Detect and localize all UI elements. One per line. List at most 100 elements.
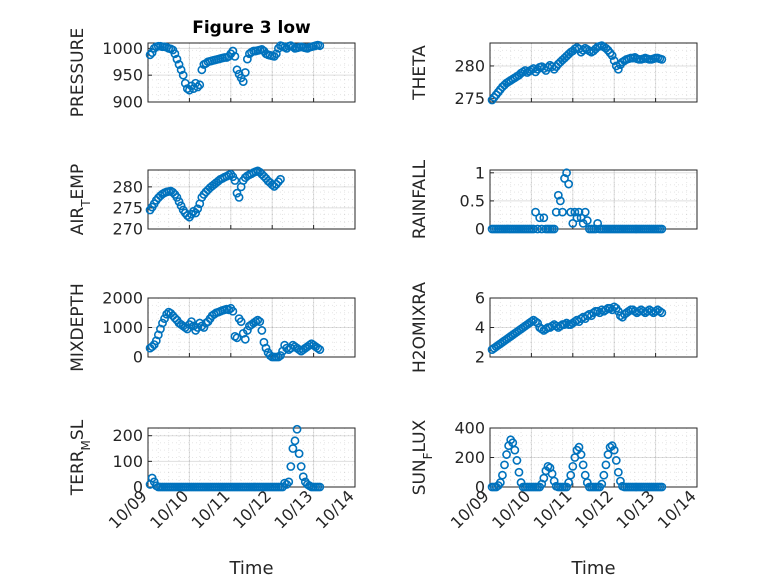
data-point <box>535 213 545 223</box>
y-tick-label: 270 <box>112 220 143 239</box>
data-point <box>553 190 563 200</box>
y-tick-label: 200 <box>454 448 485 467</box>
data-point <box>228 306 238 316</box>
data-point <box>288 444 298 453</box>
subplot-theta: 275 280 THETA <box>410 41 698 108</box>
y-tick-label: 200 <box>112 426 143 445</box>
axes-frame <box>489 169 698 230</box>
y-tick-label: 100 <box>112 452 143 471</box>
data-point <box>315 345 325 355</box>
data-point <box>537 224 547 234</box>
data-point <box>232 65 242 75</box>
data-point <box>174 60 184 69</box>
data-point <box>292 424 302 434</box>
data-point <box>224 305 234 315</box>
x-tick-label: 10/11 <box>188 486 234 532</box>
y-tick-label: 1 <box>475 163 485 182</box>
y-tick-label: 275 <box>454 89 485 108</box>
data-point <box>176 201 186 211</box>
data-point <box>238 77 248 87</box>
axes-frame <box>489 427 698 488</box>
data-point <box>609 445 619 455</box>
y-axis-label: SUNFLUX <box>410 419 435 495</box>
subplot-pressure: 900 950 1000 PRESSURE Figure 3 low <box>68 18 356 117</box>
y-axis-label: AIRTEMP <box>68 164 93 235</box>
data-point <box>294 449 304 459</box>
data-point <box>566 470 576 480</box>
data-point <box>193 82 203 92</box>
data-point <box>520 66 530 75</box>
data-point <box>147 48 157 58</box>
data-point <box>160 314 169 324</box>
y-axis-label: PRESSURE <box>68 28 88 117</box>
data-point <box>576 450 586 459</box>
data-point <box>195 80 205 90</box>
data-point <box>601 305 611 315</box>
data-point <box>578 460 588 470</box>
data-point <box>558 207 567 217</box>
data-point <box>255 317 265 326</box>
data-point <box>178 70 188 80</box>
data-point <box>276 174 285 184</box>
data-point <box>500 460 509 470</box>
y-axis-label: THETA <box>410 45 430 101</box>
y-tick-label: 0 <box>133 478 143 497</box>
data-point <box>582 216 592 225</box>
data-point <box>549 476 559 486</box>
data-point <box>601 460 611 470</box>
y-tick-label: 400 <box>454 419 485 438</box>
data-point <box>296 462 306 471</box>
data-point <box>232 188 242 198</box>
data-point <box>170 49 180 59</box>
y-tick-label: 0 <box>133 348 143 367</box>
data-point <box>657 224 667 234</box>
x-axis-label: Time <box>570 558 615 579</box>
y-tick-label: 2000 <box>102 289 143 308</box>
data-point <box>578 45 588 55</box>
data-point <box>580 207 590 217</box>
y-axis-label: H2OMIXRA <box>410 282 430 373</box>
data-point <box>531 317 540 326</box>
subplot-air_temp: 270 275 280 AIRTEMP <box>68 164 356 239</box>
axes-frame <box>147 427 356 488</box>
data-point <box>551 207 561 217</box>
data-point <box>589 308 598 318</box>
data-point <box>193 323 203 332</box>
data-point <box>562 168 571 178</box>
data-point <box>560 320 569 329</box>
subplot-rainfall: 0 0.5 1 RAINFALL <box>410 159 698 239</box>
data-point <box>242 326 252 335</box>
data-point <box>230 52 240 61</box>
data-point <box>234 192 244 202</box>
data-point <box>315 41 325 51</box>
x-tick-label: 10/11 <box>530 486 576 532</box>
data-point <box>570 207 580 217</box>
data-point <box>566 207 576 217</box>
data-point <box>564 179 574 189</box>
data-point <box>607 441 617 451</box>
y-tick-label: 1000 <box>102 39 143 58</box>
data-point <box>514 467 524 477</box>
x-tick-label: 10/10 <box>146 486 192 532</box>
y-tick-label: 950 <box>112 66 143 85</box>
data-point <box>502 450 511 459</box>
data-point <box>562 318 571 328</box>
data-point <box>657 308 667 318</box>
x-tick-label: 10/12 <box>229 486 275 532</box>
y-tick-label: 900 <box>112 93 143 112</box>
data-point <box>290 436 300 446</box>
data-point <box>232 333 242 343</box>
data-point <box>609 56 619 66</box>
data-point <box>276 351 285 360</box>
data-point <box>197 65 207 75</box>
data-point <box>657 54 667 64</box>
data-point <box>498 470 507 480</box>
x-axis-label: Time <box>228 558 273 579</box>
data-point <box>605 303 615 313</box>
data-point <box>199 323 209 332</box>
y-tick-label: 0 <box>475 478 485 497</box>
data-point <box>560 174 569 183</box>
chart-title: Figure 3 low <box>192 18 311 38</box>
